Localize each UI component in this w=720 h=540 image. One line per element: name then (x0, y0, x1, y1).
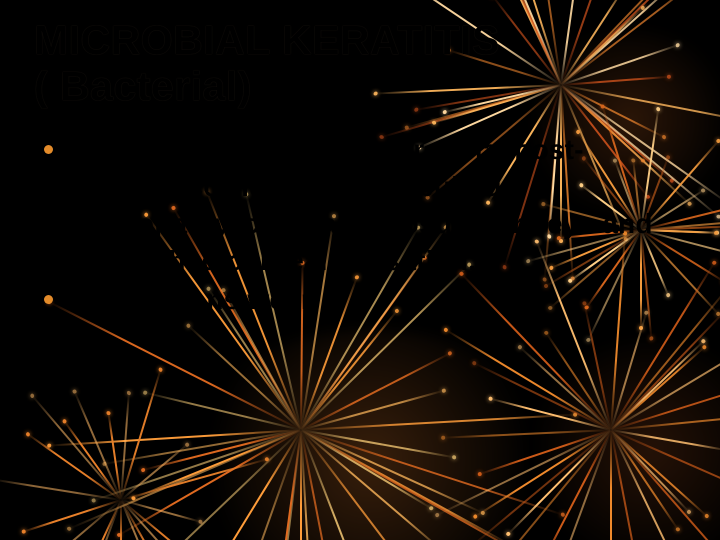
spark-tip (517, 344, 523, 350)
spark-tip (107, 411, 112, 415)
list-item: Ocular surface disease: Trauma, post-her… (44, 132, 686, 280)
spark-tip (443, 327, 448, 333)
bullet-list: Ocular surface disease: Trauma, post-her… (34, 132, 686, 319)
spark-tip (186, 323, 191, 329)
slide-content: MICROBIAL KERATITIS ( Bacterial) Ocular … (0, 0, 720, 319)
spark-tip (66, 526, 72, 531)
firework (120, 500, 121, 501)
spark-tip (544, 330, 550, 335)
bullet-text: Contact lens wear (69, 282, 312, 319)
list-item: Contact lens wear (44, 282, 686, 319)
spark-tip (73, 389, 78, 394)
spark-tip (22, 528, 27, 533)
spark-tip (488, 396, 493, 401)
spark (610, 430, 612, 540)
spark-tip (142, 390, 147, 395)
title-line-2: ( Bacterial) (34, 63, 252, 109)
firework (300, 430, 301, 431)
slide-title: MICROBIAL KERATITIS ( Bacterial) (34, 18, 686, 110)
spark-tip (127, 390, 131, 395)
spark-tip (30, 392, 35, 398)
title-line-1: MICROBIAL KERATITIS (34, 17, 500, 63)
spark-tip (91, 498, 96, 503)
spark-tip (62, 418, 67, 424)
firework (610, 430, 611, 431)
bullet-text: Ocular surface disease: Trauma, post-her… (69, 132, 686, 280)
spark-tip (441, 435, 445, 439)
bullet-dot-icon (44, 145, 53, 154)
spark (0, 478, 121, 501)
spark-tip (26, 431, 31, 437)
spark-tip (701, 339, 707, 345)
bullet-dot-icon (44, 295, 53, 304)
spark-tip (141, 467, 145, 472)
spark-tip (159, 367, 164, 373)
spark-tip (585, 338, 591, 343)
